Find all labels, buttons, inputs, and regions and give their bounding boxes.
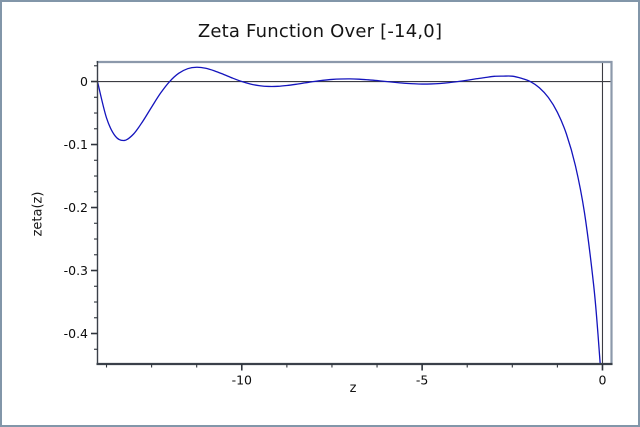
x-tick-label: -5 (416, 373, 428, 388)
y-tick-label: 0 (80, 74, 88, 89)
x-tick-label: 0 (599, 373, 607, 388)
zeta-curve (97, 66, 601, 364)
y-tick-label: -0.1 (64, 137, 88, 152)
chart-title: Zeta Function Over [-14,0] (197, 21, 443, 42)
x-axis-label: z (349, 381, 357, 396)
y-tick-label: -0.3 (64, 263, 88, 278)
y-tick-label: -0.2 (64, 200, 88, 215)
x-tick-label: -10 (232, 373, 252, 388)
y-tick-label: -0.4 (64, 326, 88, 341)
